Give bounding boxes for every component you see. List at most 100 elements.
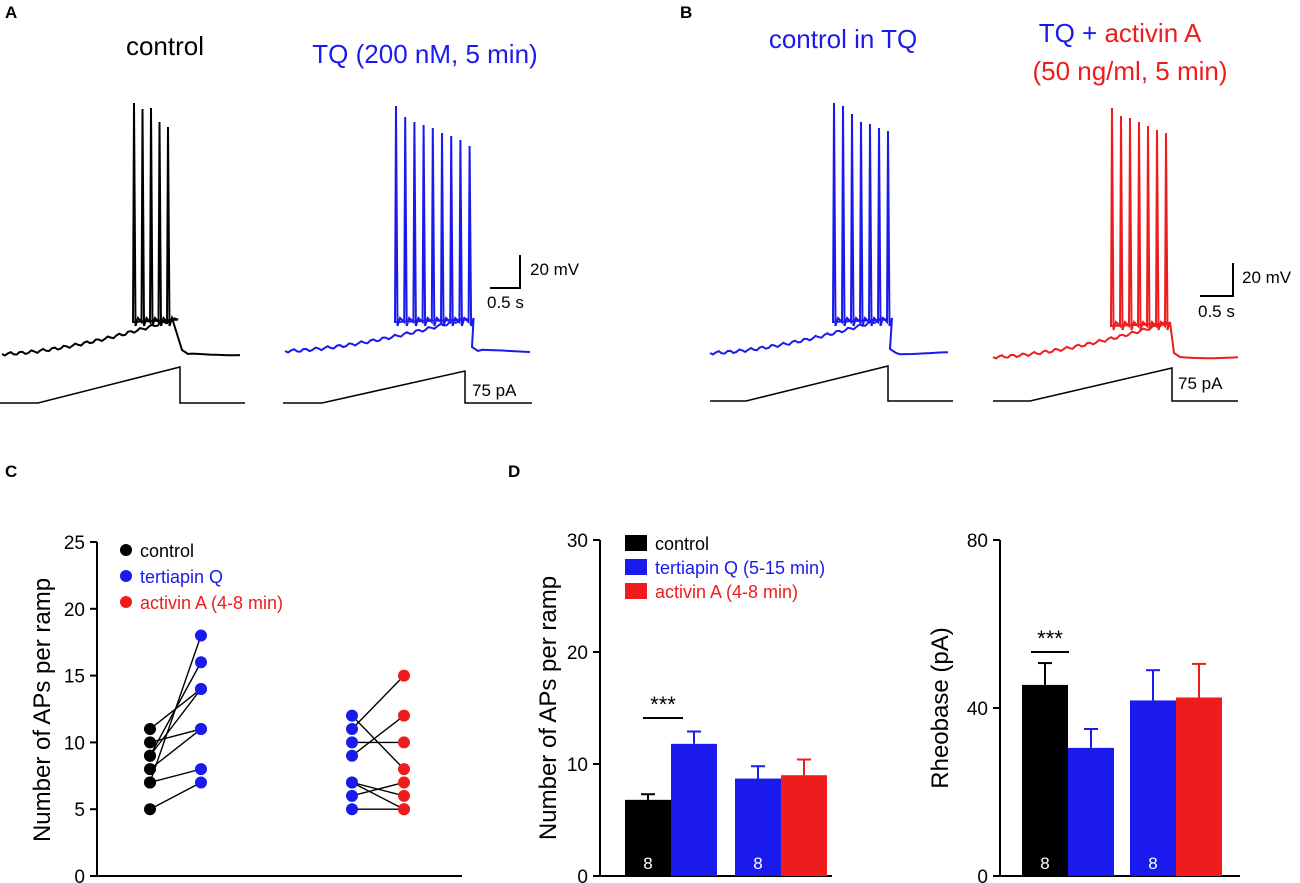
legend-marker-c xyxy=(120,596,132,608)
voltage-trace-line xyxy=(992,107,1239,360)
y-tick-label: 0 xyxy=(577,867,588,883)
data-point xyxy=(144,776,156,789)
y-tick-label-c: 0 xyxy=(74,867,85,883)
scale-bar-b xyxy=(1200,263,1234,297)
y-axis-label: Rheobase (pA) xyxy=(927,627,954,788)
scale-bar-time-a: 0.5 s xyxy=(487,293,524,312)
ramp-protocol-activin xyxy=(993,367,1238,402)
panel-b: B control in TQ TQ + activin A (50 ng/ml… xyxy=(680,3,1292,402)
legend-label: activin A (4-8 min) xyxy=(655,582,798,602)
data-point xyxy=(144,763,156,776)
data-point xyxy=(195,656,207,669)
data-point xyxy=(346,789,358,802)
voltage-trace-line xyxy=(709,102,949,356)
panel-a-letter: A xyxy=(5,3,17,22)
n-label: 8 xyxy=(643,854,652,873)
panel-a-tq-title: TQ (200 nM, 5 min) xyxy=(312,39,537,69)
bar-activin xyxy=(1176,697,1222,876)
panel-d-letter: D xyxy=(508,462,520,481)
data-point xyxy=(346,723,358,736)
data-point xyxy=(346,709,358,722)
bar-tertiapin xyxy=(1130,700,1176,876)
paired-line xyxy=(351,675,405,730)
panel-b-letter: B xyxy=(680,3,692,22)
legend-swatch xyxy=(625,535,647,551)
data-point xyxy=(195,776,207,789)
panel-a-control-title: control xyxy=(126,31,204,61)
paired-line xyxy=(351,781,405,810)
paired-line xyxy=(149,768,202,784)
data-point xyxy=(398,803,410,816)
bar-activin xyxy=(781,775,827,876)
data-point xyxy=(398,669,410,682)
significance-stars: *** xyxy=(650,692,676,717)
y-tick-label-c: 5 xyxy=(74,800,85,821)
panel-b-title-tq: TQ + xyxy=(1039,18,1105,48)
scale-bar-time-b: 0.5 s xyxy=(1198,302,1235,321)
data-point xyxy=(195,763,207,776)
bar-control xyxy=(625,799,671,876)
n-label: 8 xyxy=(753,854,762,873)
y-tick-label: 0 xyxy=(977,867,988,883)
trace-activin xyxy=(992,107,1239,360)
data-point xyxy=(144,723,156,736)
y-tick-label-c: 15 xyxy=(64,667,85,688)
bar-tertiapin xyxy=(671,743,717,876)
voltage-trace-line xyxy=(1,102,241,357)
y-tick-label-c: 25 xyxy=(64,533,85,554)
data-point xyxy=(144,749,156,762)
data-point xyxy=(195,629,207,642)
paired-line xyxy=(351,715,405,757)
panel-b-title-line1: TQ + activin A xyxy=(1039,18,1202,48)
panel-d-rheobase-chart: 0 40 80 Rheobase (pA) 8 8 *** xyxy=(927,531,1240,883)
panel-b-control-title: control in TQ xyxy=(769,24,917,54)
data-point xyxy=(398,763,410,776)
paired-line xyxy=(149,728,202,744)
legend-label-c: control xyxy=(140,541,194,561)
ramp-protocol-tq xyxy=(283,370,532,404)
trace-tq xyxy=(284,105,531,354)
voltage-trace-line xyxy=(284,105,531,354)
paired-line xyxy=(149,781,202,810)
trace-control-in-tq xyxy=(709,102,949,356)
legend-swatch xyxy=(625,559,647,575)
scale-bar-a xyxy=(490,255,521,289)
bar-tertiapin xyxy=(1068,747,1114,876)
legend-label: control xyxy=(655,534,709,554)
y-tick-label: 20 xyxy=(567,643,588,664)
significance-stars: *** xyxy=(1037,626,1063,651)
data-point xyxy=(346,776,358,789)
y-tick-label-c: 20 xyxy=(64,600,85,621)
legend-swatch xyxy=(625,583,647,599)
y-tick-label: 80 xyxy=(967,531,988,552)
data-point xyxy=(398,776,410,789)
ramp-protocol-control xyxy=(0,366,245,404)
data-point xyxy=(346,803,358,816)
y-tick-label: 30 xyxy=(567,531,588,552)
n-label: 8 xyxy=(1148,854,1157,873)
paired-line xyxy=(149,728,202,770)
legend-label-c: tertiapin Q xyxy=(140,567,223,587)
panel-b-title-activin: activin A xyxy=(1104,18,1201,48)
panel-b-title-line2: (50 ng/ml, 5 min) xyxy=(1032,56,1227,86)
data-point xyxy=(144,803,156,816)
trace-control xyxy=(1,102,241,357)
data-point xyxy=(144,736,156,749)
panel-a: A control TQ (200 nM, 5 min) 75 pA 20 mV… xyxy=(0,3,580,404)
ramp-amplitude-label-b: 75 pA xyxy=(1178,374,1223,393)
scale-bar-voltage-a: 20 mV xyxy=(530,260,580,279)
ramp-amplitude-label-a: 75 pA xyxy=(472,381,517,400)
data-point xyxy=(346,749,358,762)
n-label: 8 xyxy=(1040,854,1049,873)
legend-marker-c xyxy=(120,570,132,582)
panel-c-chart: 0 5 10 15 20 25 Number of APs per ramp control t… xyxy=(29,533,462,883)
data-point xyxy=(195,682,207,695)
y-tick-label: 40 xyxy=(967,699,988,720)
y-tick-label: 10 xyxy=(567,755,588,776)
legend-label-c: activin A (4-8 min) xyxy=(140,593,283,613)
data-point xyxy=(398,789,410,802)
ramp-protocol-control-in-tq xyxy=(710,365,953,402)
paired-line xyxy=(149,688,202,757)
data-point xyxy=(398,736,410,749)
